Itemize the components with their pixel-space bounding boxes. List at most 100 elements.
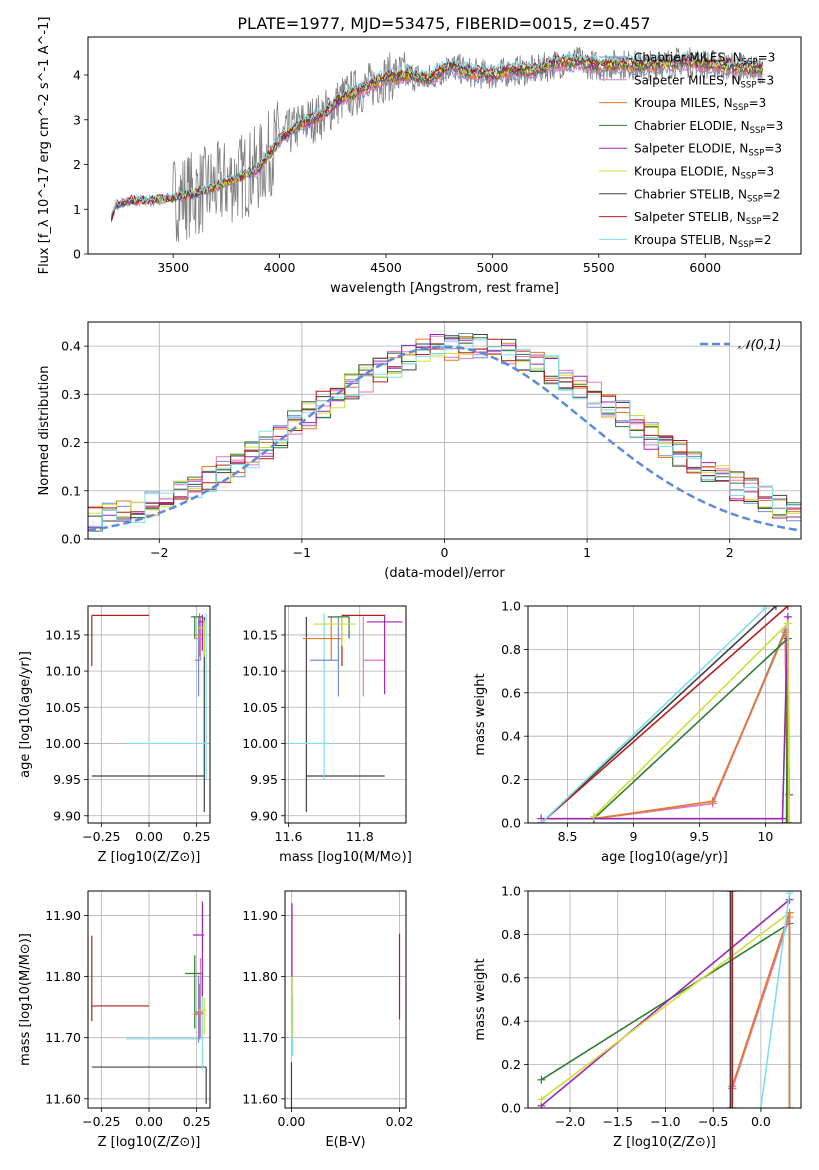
legend-subscript: SSP <box>747 194 763 204</box>
plot-area <box>285 891 406 1108</box>
weight-line-kroupa_miles <box>593 631 789 823</box>
normal-curve <box>88 345 801 532</box>
legend-text: Kroupa ELODIE, N <box>634 165 741 179</box>
point-kroupa_miles <box>302 616 342 661</box>
legend-label: Chabrier ELODIE, NSSP=3 <box>634 119 783 136</box>
point-salpeter_stelib <box>91 935 149 1022</box>
y-tick-label: 0.2 <box>501 772 521 787</box>
x-axis-label: E(B-V) <box>325 1135 365 1150</box>
y-tick-label: 1.0 <box>501 599 521 614</box>
y-tick-label: 9.90 <box>53 808 81 823</box>
x-tick-label: 1 <box>583 545 591 560</box>
y-tick-label: 9.90 <box>250 808 278 823</box>
legend-label: Chabrier MILES, NSSP=3 <box>634 51 775 68</box>
weight-line-kroupa_elodie <box>593 621 790 823</box>
weight-marker <box>728 891 737 895</box>
x-tick-label: 9.5 <box>690 829 710 844</box>
x-tick-label: 0.00 <box>278 1114 306 1129</box>
y-axis-label: mass weight <box>473 673 488 755</box>
model-spectrum-salpeter_stelib <box>110 52 764 220</box>
y-tick-label: 11.90 <box>242 908 278 923</box>
point-chabrier_elodie <box>185 955 203 1029</box>
point-chabrier_stelib <box>91 1066 207 1104</box>
y-axis-label: age [log10(age/yr)] <box>18 651 33 778</box>
x-axis-label: age [log10(age/yr)] <box>601 850 728 865</box>
x-tick-label: 0.0 <box>751 1114 771 1129</box>
plot-area <box>285 606 406 823</box>
point-kroupa_stelib <box>126 977 203 1070</box>
panel-massweight_vs_z: −2.0 −1.5 −1.0 −0.5 0.0 0.0 0.2 0.4 0.6 0.8 1.0 Z [… <box>473 884 802 1150</box>
x-tick-label: 5500 <box>583 260 615 275</box>
y-tick-label: 0.4 <box>501 729 521 744</box>
y-tick-label: 0.4 <box>61 339 81 354</box>
y-tick-label: 2 <box>73 157 81 172</box>
y-tick-label: 11.80 <box>45 969 81 984</box>
y-tick-label: 0.2 <box>61 435 81 450</box>
x-tick-label: −1.5 <box>603 1114 633 1129</box>
plot-area <box>110 46 764 242</box>
weight-line-chabrier_elodie <box>540 922 790 1081</box>
x-tick-label: −0.25 <box>82 1114 120 1129</box>
y-tick-label: 11.80 <box>242 969 278 984</box>
axes-frame <box>87 321 802 540</box>
x-tick-label: 0.25 <box>183 829 211 844</box>
legend-subscript: SSP <box>741 172 757 182</box>
x-tick-label: 11.6 <box>275 829 303 844</box>
weight-line-kroupa_stelib <box>540 607 766 823</box>
legend-label: Salpeter ELODIE, NSSP=3 <box>634 142 782 159</box>
point-kroupa_miles <box>193 983 202 1039</box>
x-axis-label: Z [log10(Z/Z⊙)] <box>98 1135 201 1150</box>
y-tick-label: 0.1 <box>61 483 81 498</box>
weight-marker <box>761 606 770 613</box>
legend-count: =2 <box>754 233 772 247</box>
y-tick-label: 10.15 <box>45 627 81 642</box>
weight-line-salpeter_elodie <box>540 899 791 1107</box>
y-tick-label: 9.95 <box>250 772 278 787</box>
x-tick-label: 4500 <box>370 260 402 275</box>
histogram-salpeter_elodie <box>88 334 801 539</box>
panel-mass_vs_ebv: 0.00 0.02 11.60 11.70 11.80 11.90 E(B-V) <box>242 890 413 1150</box>
y-tick-label: 10.00 <box>242 736 278 751</box>
point-kroupa_miles <box>195 613 202 657</box>
legend-subscript: SSP <box>748 149 764 159</box>
y-tick-label: 10.15 <box>242 627 278 642</box>
legend-label: Kroupa MILES, NSSP=3 <box>634 96 766 113</box>
point-salpeter_elodie <box>366 614 403 695</box>
y-tick-label: 0.0 <box>501 1101 521 1116</box>
y-tick-label: 10.05 <box>45 700 81 715</box>
legend-count: =3 <box>758 51 776 65</box>
legend-normal-label: 𝒩(0,1) <box>738 338 781 353</box>
panel-massweight_vs_age: 8.5 9 9.5 10 0.0 0.2 0.4 0.6 0.8 1.0 age [log10(ag… <box>473 599 802 865</box>
y-tick-label: 10.00 <box>45 736 81 751</box>
axes-frame <box>284 890 407 1109</box>
y-tick-label: 10.05 <box>242 700 278 715</box>
legend-count: =2 <box>762 210 780 224</box>
x-tick-label: 6000 <box>689 260 721 275</box>
axes-frame <box>284 605 407 824</box>
x-tick-label: −1.0 <box>650 1114 680 1129</box>
x-axis-label: (data-model)/error <box>384 566 505 581</box>
point-kroupa_stelib <box>288 613 332 780</box>
y-tick-label: 10.10 <box>45 664 81 679</box>
weight-marker <box>785 819 794 823</box>
legend-label: Chabrier STELIB, NSSP=2 <box>634 187 781 204</box>
legend-text: Salpeter MILES, N <box>634 73 741 87</box>
plot-area <box>88 891 210 1108</box>
legend-count: =3 <box>756 73 774 87</box>
y-tick-label: 1 <box>73 202 81 217</box>
x-tick-label: 5000 <box>476 260 508 275</box>
y-tick-label: 11.60 <box>45 1091 81 1106</box>
x-axis-label: Z [log10(Z/Z⊙)] <box>98 850 201 865</box>
x-tick-label: 11.8 <box>346 829 374 844</box>
y-tick-label: 1.0 <box>501 884 521 899</box>
legend-text: Kroupa MILES, N <box>634 96 733 110</box>
y-tick-label: 10.10 <box>242 664 278 679</box>
point-chabrier_miles <box>194 975 203 1043</box>
point-chabrier_stelib <box>305 616 385 813</box>
legend-label: Salpeter STELIB, NSSP=2 <box>634 210 779 227</box>
weight-line-salpeter_stelib <box>540 606 789 823</box>
legend-subscript: SSP <box>733 103 749 113</box>
legend-text: Chabrier ELODIE, N <box>634 119 750 133</box>
x-tick-label: 4000 <box>264 260 296 275</box>
